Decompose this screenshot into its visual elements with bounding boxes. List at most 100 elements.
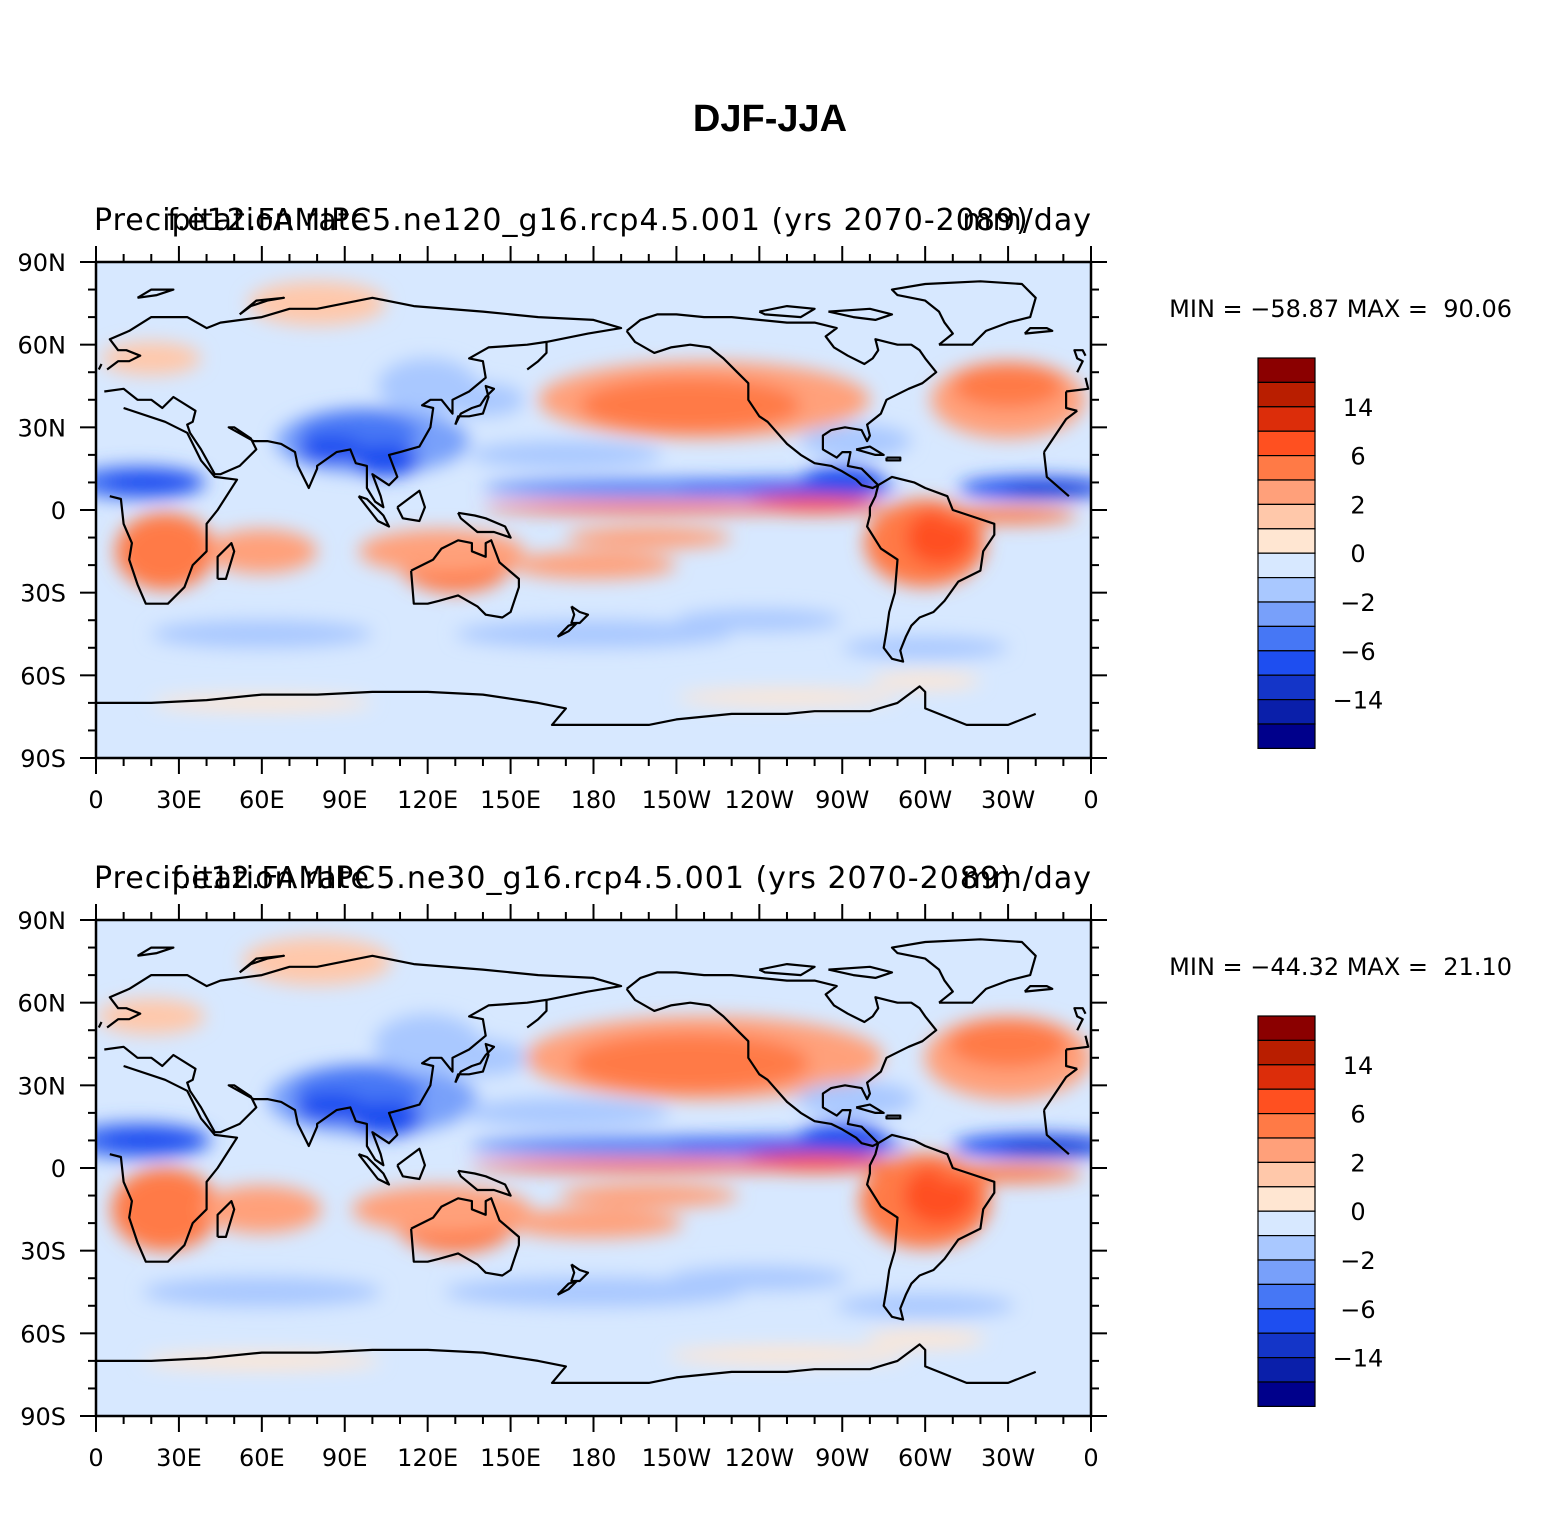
coastline-22 (238, 296, 285, 316)
colorbar-label: 0 (1350, 540, 1365, 568)
y-tick-label: 0 (51, 1155, 66, 1183)
coastlines-1 (96, 280, 1090, 726)
precip-contour-23 (461, 1098, 671, 1128)
x-tick-label: 90E (322, 1444, 368, 1472)
precip-contour-34 (444, 1277, 743, 1307)
colorbar-swatch (1257, 1259, 1316, 1285)
coastline-20 (758, 963, 816, 977)
coastline-19 (828, 307, 894, 321)
x-tick-label: 0 (1083, 786, 1098, 814)
colorbar-swatch (1257, 1112, 1316, 1139)
coastline-14 (890, 280, 1037, 346)
x-tick-label: 150W (642, 786, 712, 814)
coastline-21 (136, 288, 175, 299)
y-tick-labels-1: 90N 60N 30N 0 30S 60S 90S (18, 249, 67, 773)
precip-contour-4 (948, 1020, 1068, 1068)
colorbar-swatch (1257, 479, 1316, 505)
colorbar-swatch (1257, 1234, 1316, 1261)
precip-contour-16 (97, 1128, 206, 1153)
panel-case-title-2: f.e12.FAMIPC5.ne30_g16.rcp4.5.001 (yrs 2… (171, 861, 1012, 896)
precip-contour-37 (151, 694, 373, 712)
coastlines-2 (96, 938, 1090, 1384)
precip-contour-12 (242, 937, 392, 986)
colorbar-swatch (1257, 528, 1316, 554)
coastline-5 (97, 1007, 1087, 1031)
coastline-3 (104, 296, 1090, 509)
precip-contour-16 (101, 471, 202, 494)
precip-contour-28 (800, 465, 884, 499)
coastline-8 (396, 489, 426, 523)
y-tick-label: 60S (20, 662, 66, 690)
x-tick-label: 0 (1083, 1444, 1098, 1472)
colorbar-swatch (1257, 1356, 1316, 1383)
x-tick-label: 90E (322, 786, 368, 814)
precip-field-1 (96, 262, 1091, 758)
x-tick-label: 60W (898, 786, 952, 814)
colorbar-label: −14 (1333, 687, 1384, 715)
colorbar-swatch (1257, 601, 1316, 627)
coastline-7 (357, 495, 391, 528)
coastline-2 (216, 542, 236, 580)
precip-contour-14 (565, 526, 732, 549)
x-tick-labels-2: 0 30E 60E 90E 120E 150E 180 150W 120W 90W 60W 30W 0 (88, 1444, 1098, 1472)
coastline-15 (855, 1103, 885, 1114)
coastline-1 (109, 1064, 1078, 1263)
colorbar-swatch (1257, 1137, 1316, 1163)
colorbar-swatch (1257, 723, 1316, 749)
map-panel-1: 0 30E 60E 90E 120E 150E 180 150W 120W 90W 60W 30W 0 … (18, 203, 1513, 814)
precip-contour-2 (579, 377, 801, 433)
coastline-6 (454, 384, 496, 426)
colorbar-swatch (1257, 1015, 1316, 1041)
precip-contour-28 (797, 1122, 888, 1159)
x-tick-label: 90W (815, 1444, 869, 1472)
colorbar-swatch (1257, 1161, 1316, 1188)
y-tick-label: 60N (18, 990, 67, 1018)
coastline-9 (457, 1169, 512, 1197)
colorbar-swatch (1257, 357, 1316, 383)
y-tick-label: 90N (18, 249, 67, 277)
coastline-16 (885, 1114, 902, 1120)
axis-ticks-1 (80, 246, 1107, 774)
axis-ticks-2 (80, 904, 1107, 1432)
precip-contour-37 (142, 1351, 382, 1370)
coastline-6 (454, 1042, 496, 1084)
field-contours (96, 937, 1091, 1370)
coastline-22 (238, 954, 285, 974)
precip-contour-32 (482, 501, 815, 513)
x-tick-label: 0 (88, 1444, 103, 1472)
coastline-7 (357, 1153, 391, 1186)
precip-contour-10 (905, 510, 973, 566)
colorbar-label: −6 (1340, 638, 1375, 666)
coastline-18 (96, 1343, 1037, 1384)
colorbar-2: 14 6 2 0 −2 −6 −14 (1257, 1015, 1383, 1407)
x-tick-label: 150E (480, 1444, 541, 1472)
min-max-2: MIN = −44.32 MAX = 21.10 (1169, 953, 1512, 981)
x-tick-labels-1: 0 30E 60E 90E 120E 150E 180 150W 120W 90W 60W 30W 0 (88, 786, 1098, 814)
precip-contour-12 (248, 281, 387, 326)
precip-contour-39 (865, 1329, 985, 1348)
panel-left-title-2: Precipitation rate (94, 861, 370, 896)
y-tick-label: 90S (20, 745, 66, 773)
coastline-13 (625, 971, 938, 1148)
y-tick-label: 30S (20, 1238, 66, 1266)
coastline-10 (410, 1197, 520, 1277)
x-tick-label: 30W (981, 786, 1035, 814)
x-tick-label: 120W (725, 786, 795, 814)
map-panel-2: 0 30E 60E 90E 120E 150E 180 150W 120W 90W 60W 30W 0 … (18, 861, 1513, 1472)
x-tick-label: 30W (981, 1444, 1035, 1472)
y-tick-label: 30N (18, 1072, 67, 1100)
x-tick-label: 120E (397, 786, 458, 814)
precip-field-shapes-1 (96, 262, 1091, 758)
x-tick-label: 60E (239, 1444, 285, 1472)
precip-contour-8 (358, 529, 525, 574)
y-tick-label: 90N (18, 907, 67, 935)
colorbar-label: 14 (1343, 1052, 1374, 1080)
precip-contour-6 (206, 529, 318, 574)
coastline-10 (410, 539, 520, 619)
precip-contour-39 (869, 672, 981, 690)
precip-contour-33 (142, 1277, 382, 1307)
colorbar-1: 14 6 2 0 −2 −6 −14 (1257, 357, 1384, 749)
x-tick-label: 180 (571, 786, 617, 814)
colorbar-label: 6 (1350, 1101, 1365, 1129)
